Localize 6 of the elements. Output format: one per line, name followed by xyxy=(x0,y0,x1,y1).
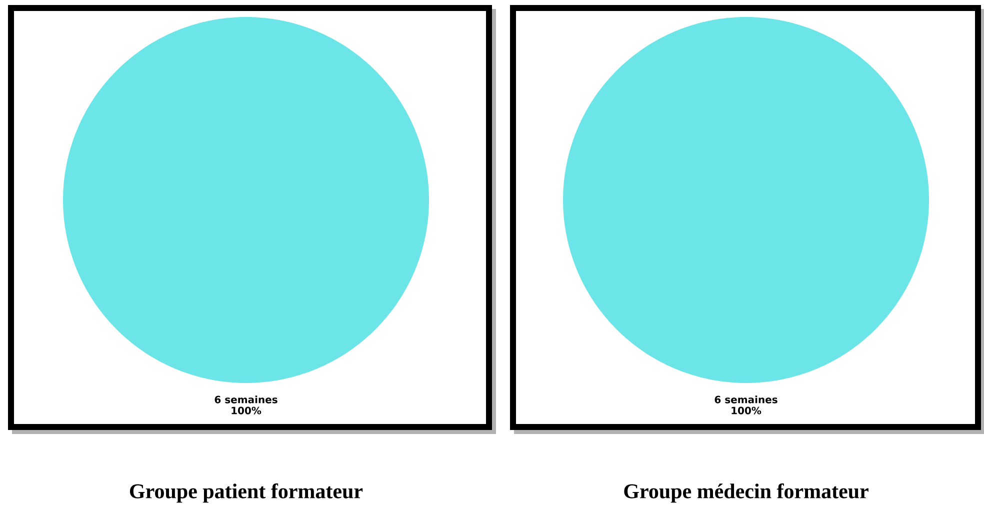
data-label: 100% xyxy=(232,406,262,414)
slice-label: 6 semaines xyxy=(714,396,778,404)
slice-label: 6 semaines xyxy=(214,396,278,404)
data-label: 100% xyxy=(732,406,762,414)
text: Groupe patient formateur xyxy=(130,483,363,503)
text: Groupe médecin formateur xyxy=(624,483,868,503)
